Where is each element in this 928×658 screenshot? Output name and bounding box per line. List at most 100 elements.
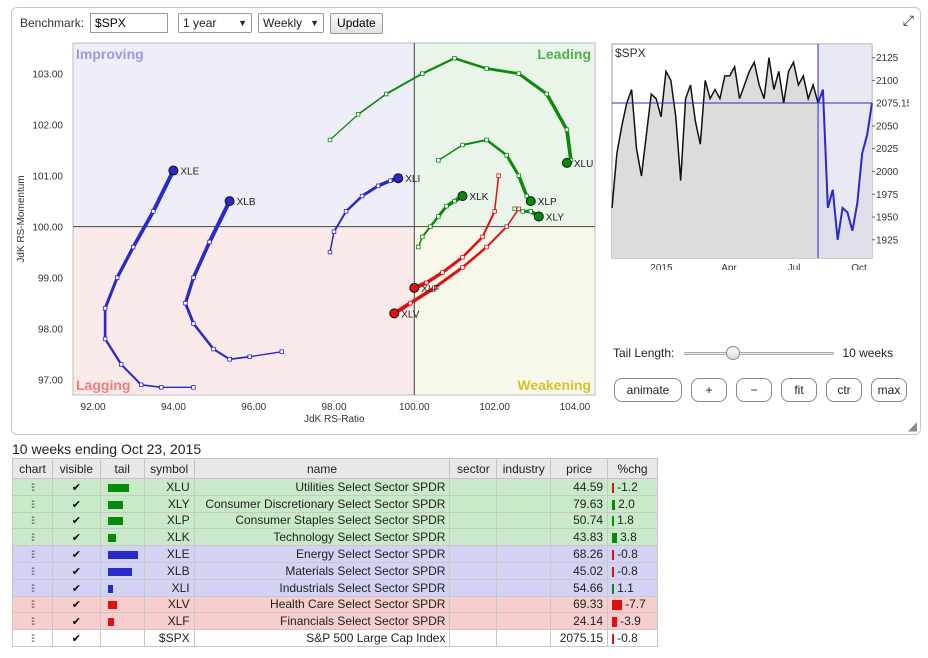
col-price[interactable]: price (550, 458, 609, 479)
chart-cell[interactable]: ⫶⫶ (12, 478, 53, 496)
table-row[interactable]: ⫶⫶ ✔ XLE Energy Select Sector SPDR 68.26 -0.8 (12, 545, 658, 563)
table-row[interactable]: ⫶⫶ ✔ XLI Industrials Select Sector SPDR 54.6… (12, 578, 658, 597)
visible-checkbox[interactable]: ✔ (71, 515, 81, 528)
visible-cell[interactable]: ✔ (51, 494, 101, 513)
symbol-text: XLB (166, 563, 190, 578)
center-button[interactable]: ctr (826, 378, 862, 402)
tail-cell (99, 629, 145, 647)
table-row[interactable]: ⫶⫶ ✔ XLK Technology Select Sector SPDR 43.83… (12, 528, 658, 547)
rrg-chart[interactable]: Improving Leading Lagging Weakening 92.00 94.… (12, 8, 612, 436)
visible-checkbox[interactable]: ✔ (71, 616, 81, 629)
chart-cell[interactable]: ⫶⫶ (12, 595, 53, 614)
col-tail[interactable]: tail (99, 458, 145, 479)
visible-cell[interactable]: ✔ (51, 545, 101, 563)
chart-cell[interactable]: ⫶⫶ (12, 561, 53, 580)
head-point (457, 191, 468, 202)
tail-point (504, 153, 509, 158)
benchmark-price-chart: 2125 2100 2050 2025 2000 1975 1950 1925 2075.15 2… (611, 43, 909, 270)
price-cell: 54.66 (550, 578, 609, 597)
chart-icon[interactable]: ⫶⫶ (30, 566, 35, 578)
visible-cell[interactable]: ✔ (51, 561, 101, 580)
table-row[interactable]: ⫶⫶ ✔ XLF Financials Select Sector SPDR 24.14… (12, 612, 658, 631)
chart-icon[interactable]: ⫶⫶ (30, 617, 35, 629)
tail-point (375, 183, 381, 189)
change-bar (612, 617, 618, 628)
col-symbol[interactable]: symbol (143, 458, 195, 479)
table-row[interactable]: ⫶⫶ ✔ XLB Materials Select Sector SPDR 45.02-… (12, 561, 658, 580)
visible-cell[interactable]: ✔ (51, 528, 101, 547)
chart-cell[interactable]: ⫶⫶ (12, 511, 53, 530)
visible-checkbox[interactable]: ✔ (71, 633, 81, 646)
visible-checkbox[interactable]: ✔ (71, 481, 81, 494)
table-row[interactable]: ⫶⫶ ✔ XLP Consumer Staples Select Sector SPD… (12, 511, 658, 530)
chart-icon[interactable]: ⫶⫶ (30, 482, 35, 494)
fit-button[interactable]: fit (781, 378, 817, 402)
visible-cell[interactable]: ✔ (51, 478, 101, 496)
tail-point (484, 137, 489, 143)
col-chg[interactable]: %chg (607, 458, 658, 479)
chart-cell[interactable]: ⫶⫶ (12, 545, 53, 563)
col-chart[interactable]: chart (12, 458, 53, 479)
symbol-cell: XLB (143, 561, 195, 580)
tail-segment (212, 348, 231, 361)
visible-cell[interactable]: ✔ (51, 629, 101, 647)
table-row[interactable]: ⫶⫶ ✔ XLV Health Care Select Sector SPDR 69.3… (12, 595, 658, 614)
table-row[interactable]: ⫶⫶ ✔ $SPX S&P 500 Large Cap Index 2075.15 -0.… (12, 629, 658, 647)
visible-checkbox[interactable]: ✔ (71, 565, 81, 578)
slider-thumb[interactable] (726, 346, 741, 360)
visible-checkbox[interactable]: ✔ (71, 498, 81, 511)
visible-checkbox[interactable]: ✔ (71, 599, 81, 612)
chart-icon[interactable]: ⫶⫶ (30, 550, 35, 562)
plot-frame (72, 42, 596, 396)
visible-checkbox[interactable]: ✔ (71, 549, 81, 562)
table-row[interactable]: ⫶⫶ ✔ XLU Utilities Select Sector SPDR 44.59-… (12, 478, 658, 496)
industry-cell (496, 629, 552, 647)
change-text: 2.0 (618, 496, 635, 511)
interval-select[interactable]: Weekly ▼ (258, 13, 325, 33)
period-select-value: 1 year (183, 16, 217, 30)
update-button[interactable]: Update (330, 12, 383, 34)
chart-cell[interactable]: ⫶⫶ (12, 528, 53, 547)
chart-icon[interactable]: ⫶⫶ (30, 516, 35, 528)
visible-cell[interactable]: ✔ (51, 612, 101, 631)
price-text: 44.59 (573, 479, 604, 494)
visible-checkbox[interactable]: ✔ (71, 532, 81, 545)
resize-handle-icon[interactable]: ◢ (907, 419, 917, 433)
visible-cell[interactable]: ✔ (51, 511, 101, 530)
chart-icon[interactable]: ⫶⫶ (30, 499, 35, 511)
chart-icon[interactable]: ⫶⫶ (30, 533, 35, 545)
symbol-text: XLY (167, 496, 190, 511)
tail-segment (360, 184, 380, 198)
benchmark-input[interactable] (90, 13, 169, 33)
sector-cell (449, 494, 498, 513)
visible-checkbox[interactable]: ✔ (71, 582, 81, 595)
tail-point (452, 198, 457, 204)
name-text: Consumer Staples Select Sector SPDR (235, 513, 446, 528)
zoom-out-button[interactable]: − (736, 378, 772, 402)
period-select[interactable]: 1 year ▼ (178, 13, 253, 33)
col-visible[interactable]: visible (51, 458, 101, 479)
expand-icon[interactable]: ⤢ (902, 12, 914, 28)
col-sector[interactable]: sector (449, 458, 498, 479)
animate-button[interactable]: animate (614, 378, 682, 402)
chart-cell[interactable]: ⫶⫶ (12, 578, 53, 597)
col-industry[interactable]: industry (496, 458, 552, 479)
tail-point (520, 209, 525, 214)
visible-cell[interactable]: ✔ (51, 595, 101, 614)
chart-icon[interactable]: ⫶⫶ (30, 600, 35, 612)
col-name[interactable]: name (193, 458, 451, 479)
tail-point (279, 349, 284, 354)
table-row[interactable]: ⫶⫶ ✔ XLY Consumer Discretionary Select Sect… (12, 494, 658, 513)
chart-icon[interactable]: ⫶⫶ (30, 583, 35, 595)
x-tick-label: 104.00 (560, 402, 591, 413)
tail-length-slider[interactable] (684, 346, 835, 360)
mini-x-tick-label: Apr (721, 263, 737, 270)
symbol-text: XLP (166, 513, 190, 528)
visible-cell[interactable]: ✔ (51, 578, 101, 597)
chart-cell[interactable]: ⫶⫶ (12, 629, 53, 647)
chart-icon[interactable]: ⫶⫶ (30, 634, 35, 646)
chart-cell[interactable]: ⫶⫶ (12, 494, 53, 513)
chart-cell[interactable]: ⫶⫶ (12, 612, 53, 631)
zoom-in-button[interactable]: + (691, 378, 727, 402)
max-button[interactable]: max (871, 378, 907, 402)
